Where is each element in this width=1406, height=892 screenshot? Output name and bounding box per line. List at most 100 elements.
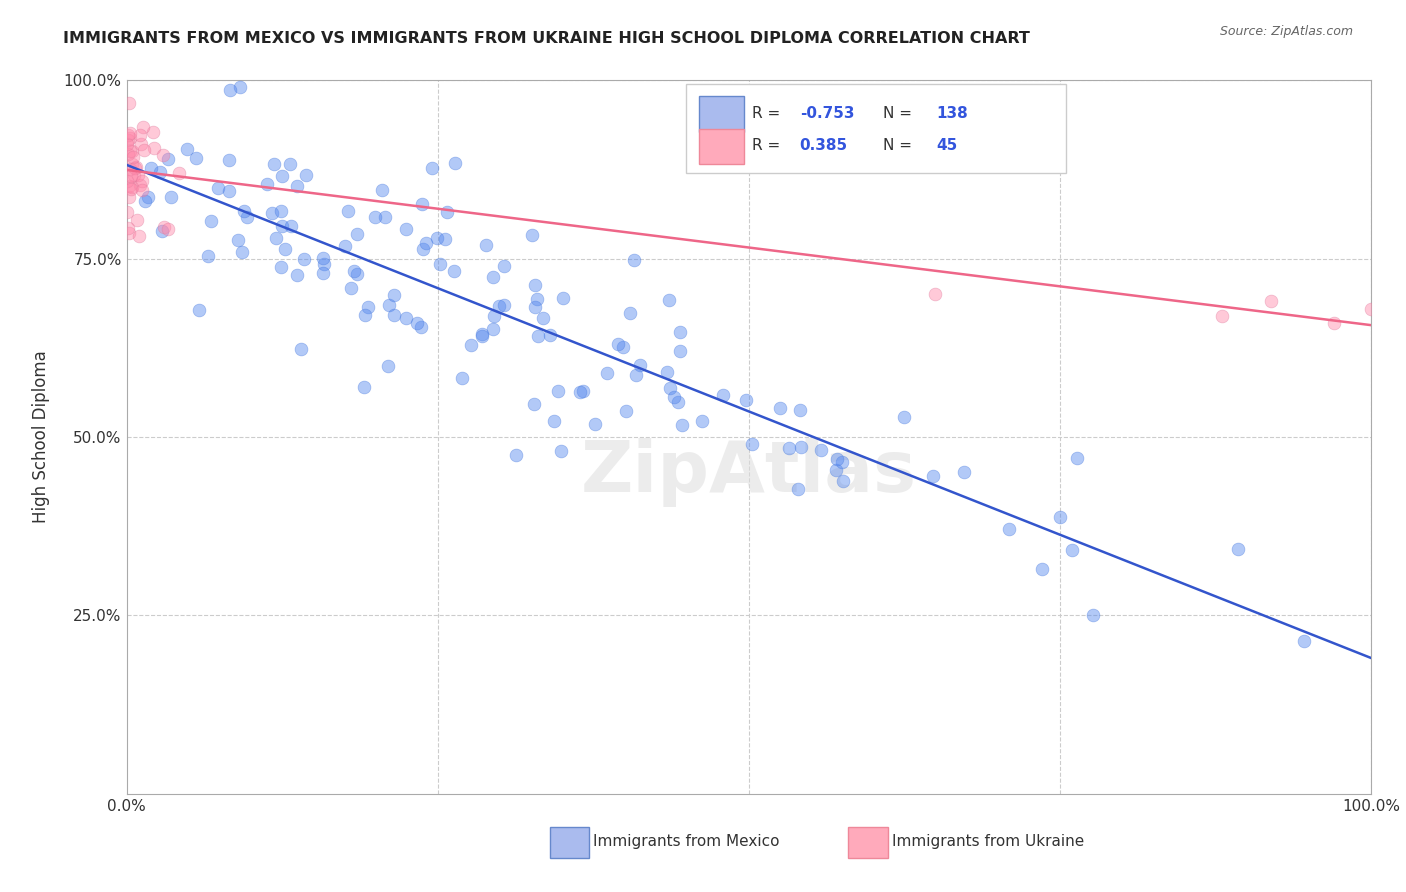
Point: [547, 384, 569, 398]
Point: [176, 142, 198, 156]
Point: [233, 204, 256, 219]
Point: [187, 303, 209, 318]
Point: [669, 344, 692, 359]
Text: N =: N =: [883, 105, 917, 120]
Point: [831, 474, 853, 488]
Point: [136, 190, 159, 204]
Point: [115, 205, 138, 219]
Point: [118, 95, 141, 110]
Point: [523, 278, 546, 293]
Point: [131, 174, 153, 188]
Point: [229, 80, 252, 95]
Text: Immigrants from Mexico: Immigrants from Mexico: [593, 834, 780, 849]
Point: [153, 220, 176, 235]
Point: [364, 211, 387, 225]
Point: [520, 228, 543, 243]
Point: [377, 359, 399, 373]
Point: [420, 161, 443, 176]
Point: [312, 266, 335, 280]
Point: [118, 126, 141, 140]
Point: [1062, 543, 1084, 558]
Point: [120, 161, 142, 176]
Point: [131, 183, 153, 197]
Text: -0.753: -0.753: [800, 105, 855, 120]
Point: [619, 306, 641, 320]
Y-axis label: High School Diploma: High School Diploma: [32, 351, 49, 524]
Text: IMMIGRANTS FROM MEXICO VS IMMIGRANTS FROM UKRAINE HIGH SCHOOL DIPLOMA CORRELATIO: IMMIGRANTS FROM MEXICO VS IMMIGRANTS FRO…: [63, 31, 1031, 46]
Point: [482, 309, 505, 323]
Point: [118, 178, 141, 193]
Point: [1292, 634, 1315, 648]
Point: [256, 177, 278, 191]
Point: [475, 237, 498, 252]
Point: [769, 401, 792, 416]
Point: [471, 326, 494, 341]
Point: [218, 184, 240, 198]
Point: [426, 231, 449, 245]
FancyBboxPatch shape: [699, 96, 744, 132]
Point: [415, 236, 437, 251]
Point: [669, 326, 692, 340]
Point: [134, 194, 156, 209]
Point: [167, 166, 190, 180]
Point: [657, 365, 679, 379]
Point: [998, 522, 1021, 536]
Point: [741, 437, 763, 451]
Point: [335, 239, 357, 253]
Point: [278, 157, 301, 171]
Point: [270, 260, 292, 274]
Point: [443, 156, 465, 170]
Point: [125, 213, 148, 227]
Point: [571, 384, 593, 398]
Point: [294, 168, 316, 182]
Point: [120, 169, 142, 183]
Point: [129, 136, 152, 151]
Point: [526, 329, 548, 343]
Point: [658, 293, 681, 307]
Point: [893, 410, 915, 425]
Point: [1360, 301, 1382, 316]
Point: [1322, 316, 1344, 330]
Point: [129, 178, 152, 192]
Point: [142, 125, 165, 139]
Point: [231, 245, 253, 260]
Point: [429, 257, 451, 271]
Point: [825, 463, 848, 477]
Point: [526, 292, 548, 306]
Point: [263, 156, 285, 170]
Text: R =: R =: [752, 105, 786, 120]
Point: [117, 136, 139, 151]
FancyBboxPatch shape: [686, 84, 1066, 173]
Point: [200, 213, 222, 227]
Point: [270, 203, 292, 218]
Point: [450, 371, 472, 385]
Point: [1066, 451, 1088, 466]
Point: [538, 328, 561, 343]
Point: [132, 144, 155, 158]
Point: [924, 287, 946, 301]
Point: [159, 190, 181, 204]
Point: [460, 338, 482, 352]
Point: [662, 390, 685, 404]
Point: [218, 153, 240, 167]
Point: [471, 328, 494, 343]
Point: [121, 145, 143, 159]
Point: [122, 168, 145, 182]
Point: [378, 298, 401, 312]
Point: [184, 151, 207, 165]
Point: [406, 316, 429, 330]
Point: [343, 264, 366, 278]
Point: [143, 141, 166, 155]
Point: [382, 288, 405, 302]
Point: [312, 251, 335, 265]
Text: Immigrants from Ukraine: Immigrants from Ukraine: [891, 834, 1084, 849]
Point: [120, 182, 142, 196]
Point: [550, 444, 572, 458]
Point: [280, 219, 302, 233]
Point: [922, 469, 945, 483]
Point: [340, 281, 363, 295]
Point: [488, 299, 510, 313]
Point: [132, 120, 155, 135]
Point: [226, 233, 249, 247]
Point: [492, 297, 515, 311]
